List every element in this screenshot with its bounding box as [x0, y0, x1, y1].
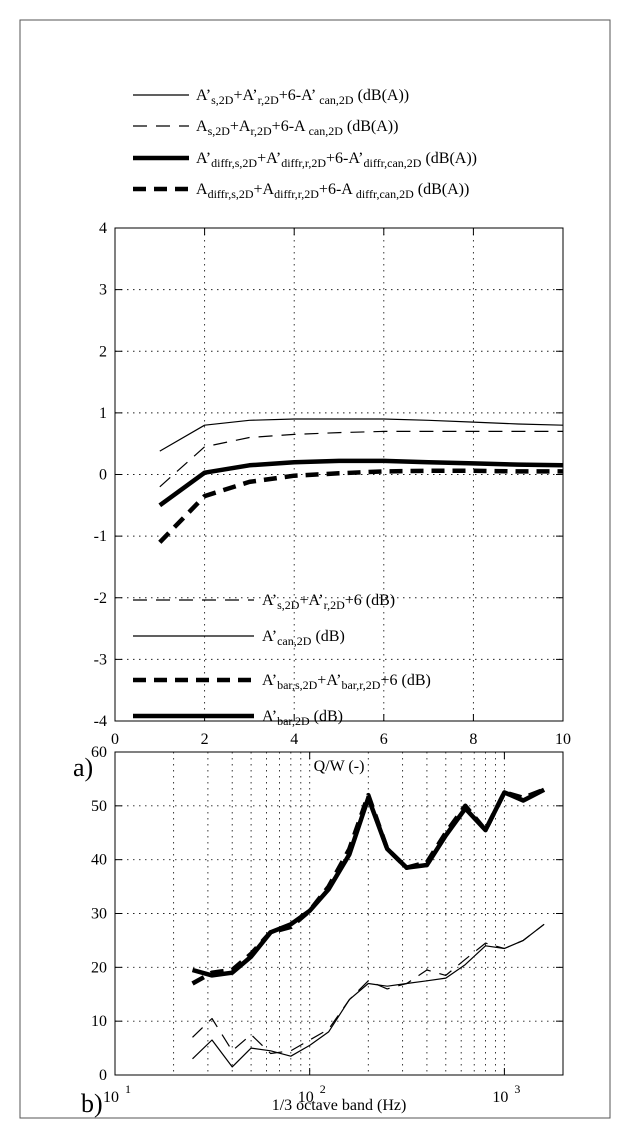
legend-entry-4: A’bar,2D (dB): [262, 708, 343, 728]
grid: [115, 752, 563, 1075]
legend-entry-1: A’s,2D+A’r,2D+6-A’ can,2D (dB(A)): [196, 87, 409, 107]
y-tick-label: 0: [99, 467, 107, 484]
series-line-2: [159, 430, 563, 488]
legend: A’s,2D+A’r,2D+6 (dB) A’can,2D (dB) A’bar,s…: [133, 592, 431, 728]
y-tick-label: 3: [99, 282, 107, 299]
x-tick-label: 10: [492, 1089, 508, 1106]
x-tick-label: 0: [111, 731, 119, 748]
series-line-4: [158, 468, 563, 544]
x-tick-label: 8: [469, 731, 477, 748]
legend-entry-1: A’s,2D+A’r,2D+6 (dB): [262, 592, 395, 612]
chart-panel-a: 0 2 4 6 8 10 -4 -3 -2 -1 0 1 2 3 4 Q/W (-) A’s,2D+A’r,2D…: [94, 87, 571, 775]
x-tick-label: 4: [290, 731, 298, 748]
x-tick-label: 2: [201, 731, 209, 748]
y-tick-label: -1: [94, 528, 107, 545]
x-tick-label: 10: [555, 731, 571, 748]
x-axis-label: Q/W (-): [314, 758, 365, 775]
legend: A’s,2D+A’r,2D+6-A’ can,2D (dB(A)) As,2D+A…: [133, 87, 477, 201]
x-axis-label: 1/3 octave band (Hz): [272, 1097, 407, 1114]
x-tick-label-exponent: 3: [514, 1082, 520, 1096]
series-line-4: [191, 787, 546, 978]
y-tick-label: -2: [94, 590, 107, 607]
x-tick-label-exponent: 1: [125, 1082, 131, 1096]
figure-border: [19, 19, 611, 1119]
y-tick-label: 40: [91, 852, 107, 869]
y-tick-label: -4: [94, 713, 107, 730]
y-tick-label: 0: [99, 1067, 107, 1084]
x-tick-label: 10: [298, 1089, 314, 1106]
y-tick-label: 4: [99, 220, 107, 237]
legend-entry-2: A’can,2D (dB): [262, 628, 345, 648]
y-tick-label: 20: [91, 959, 107, 976]
legend-entry-2: As,2D+Ar,2D+6-A can,2D (dB(A)): [196, 118, 398, 138]
legend-entry-3: A’bar,s,2D+A’bar,r,2D+6 (dB): [262, 672, 431, 692]
series-line-2: [192, 923, 545, 1068]
x-tick-label: 10: [103, 1089, 119, 1106]
y-tick-label: -3: [94, 651, 107, 668]
y-tick-label: 50: [91, 798, 107, 815]
x-tick-label: 6: [380, 731, 388, 748]
y-tick-label: 1: [99, 405, 107, 422]
series-line-1: [192, 923, 545, 1055]
y-tick-label: 2: [99, 343, 107, 360]
y-tick-label: 60: [91, 744, 107, 761]
panel-label-a: a): [73, 753, 93, 782]
legend-entry-3: A’diffr,s,2D+A’diffr,r,2D+6-A’diffr,can,…: [196, 150, 477, 170]
panel-label-b: b): [81, 1089, 103, 1118]
y-tick-label: 30: [91, 906, 107, 923]
y-tick-label: 10: [91, 1013, 107, 1030]
series-line-3: [158, 458, 564, 508]
series-line-1: [159, 418, 564, 452]
x-tick-label-exponent: 2: [320, 1082, 326, 1096]
legend-entry-4: Adiffr,s,2D+Adiffr,r,2D+6-A diffr,can,2D…: [196, 181, 469, 201]
